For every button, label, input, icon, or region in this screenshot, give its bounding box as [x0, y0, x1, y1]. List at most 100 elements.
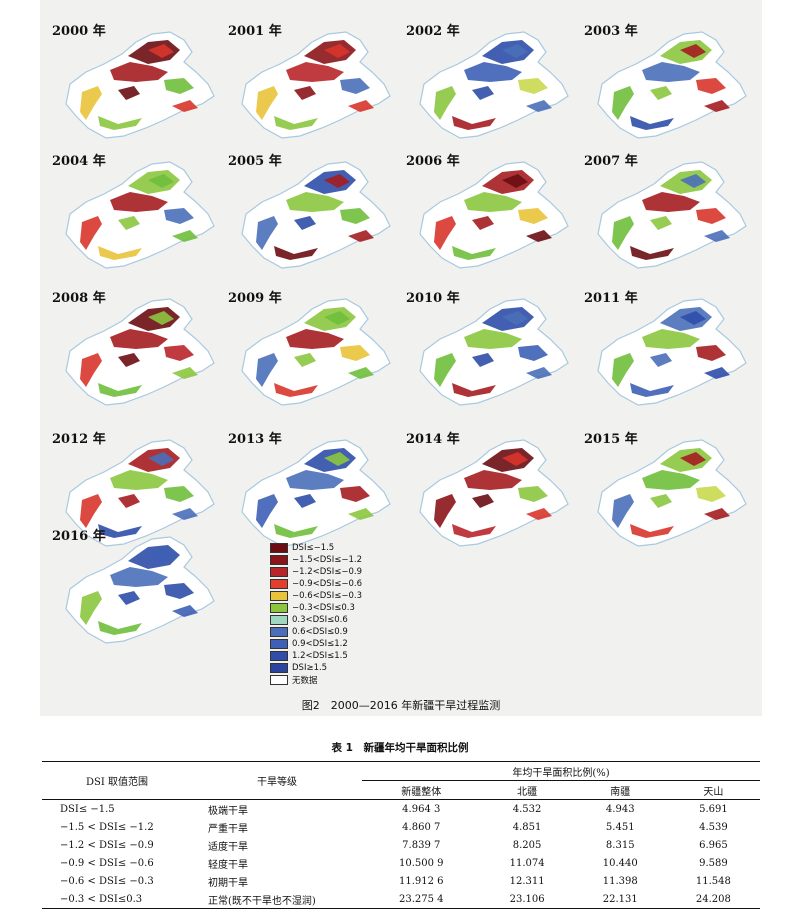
drought-class-patch — [452, 383, 496, 397]
cell-area-ratio: 9.589 — [699, 857, 728, 869]
region-outline — [419, 31, 569, 139]
map-year-label: 2005 年 — [228, 154, 282, 169]
table-row: −1.2 < DSI≤ −0.9 适度干旱 7.839 7 8.205 8.315 6.9… — [42, 836, 760, 854]
cell-dsi-range: −0.6 < DSI≤ −0.3 — [60, 875, 154, 887]
drought-class-patch — [164, 345, 194, 361]
legend-label: 0.6<DSI≤0.9 — [292, 626, 348, 637]
drought-class-patch — [348, 230, 374, 242]
drought-class-patch — [650, 86, 672, 100]
drought-class-patch — [98, 116, 142, 130]
drought-class-patch — [630, 116, 674, 130]
map-panel: 2013 年 — [228, 428, 408, 558]
legend-item: −1.2<DSI≤−0.9 — [270, 566, 430, 578]
drought-class-patch — [98, 621, 142, 635]
drought-class-patch — [526, 230, 552, 242]
region-outline — [241, 31, 391, 139]
region-outline — [65, 298, 215, 406]
legend-label: DSI≥1.5 — [292, 662, 328, 673]
col-header-range: DSI 取值范围 — [42, 761, 192, 800]
map-panel: 2015 年 — [584, 428, 764, 558]
drought-class-patch — [630, 246, 674, 260]
region-outline — [241, 161, 391, 269]
map-panel: 2003 年 — [584, 20, 764, 150]
map-year-label: 2009 年 — [228, 291, 282, 306]
drought-class-patch — [98, 246, 142, 260]
table-row: −0.9 < DSI≤ −0.6 轻度干旱 10.500 9 11.074 10.440… — [42, 854, 760, 872]
drought-class-patch — [642, 192, 700, 212]
drought-area-table: DSI 取值范围 干旱等级 年均干旱面积比例(%) 新疆整体 北疆 南疆 天山 … — [42, 761, 760, 909]
drought-class-patch — [612, 86, 634, 120]
region-outline — [597, 31, 747, 139]
cell-drought-grade: 极端干旱 — [208, 805, 248, 817]
xinjiang-drought-map — [65, 536, 215, 644]
drought-class-patch — [164, 486, 194, 502]
drought-class-patch — [704, 367, 730, 379]
cell-area-ratio: 4.964 3 — [402, 803, 441, 815]
drought-class-patch — [680, 44, 706, 58]
region-outline — [419, 439, 569, 547]
drought-class-patch — [148, 174, 174, 188]
map-panel: 2009 年 — [228, 287, 408, 417]
drought-class-patch — [286, 470, 344, 490]
map-year-label: 2001 年 — [228, 24, 282, 39]
drought-class-patch — [164, 78, 194, 94]
legend-swatch — [270, 638, 288, 649]
drought-class-patch — [704, 508, 730, 520]
map-year-label: 2016 年 — [52, 529, 106, 544]
xinjiang-drought-map — [65, 31, 215, 139]
map-panel: 2000 年 — [52, 20, 232, 150]
drought-class-patch — [256, 494, 278, 528]
drought-class-patch — [526, 508, 552, 520]
drought-class-patch — [630, 383, 674, 397]
drought-class-patch — [286, 62, 344, 82]
xinjiang-drought-map — [419, 298, 569, 406]
legend-item: 0.3<DSI≤0.6 — [270, 614, 430, 626]
map-panel: 2012 年 — [52, 428, 232, 558]
drought-class-patch — [294, 216, 316, 230]
drought-class-patch — [164, 208, 194, 224]
map-panel: 2006 年 — [406, 150, 586, 280]
xinjiang-drought-map — [241, 298, 391, 406]
drought-class-patch — [348, 508, 374, 520]
cell-area-ratio: 22.131 — [573, 890, 667, 909]
cell-area-ratio: 6.965 — [699, 839, 728, 851]
xinjiang-drought-map — [65, 439, 215, 547]
legend-swatch — [270, 614, 288, 625]
table-row: DSI≤ −1.5 极端干旱 4.964 3 4.532 4.943 5.691 — [42, 800, 760, 819]
map-year-label: 2014 年 — [406, 432, 460, 447]
region-outline — [597, 439, 747, 547]
cell-area-ratio: 24.208 — [666, 890, 760, 909]
legend-item: 无数据 — [270, 674, 430, 686]
drought-class-patch — [452, 246, 496, 260]
drought-class-patch — [464, 470, 522, 490]
drought-class-patch — [704, 100, 730, 112]
xinjiang-drought-map — [241, 439, 391, 547]
drought-class-patch — [680, 452, 706, 466]
drought-class-patch — [148, 44, 174, 58]
drought-class-patch — [340, 345, 370, 361]
legend-swatch — [270, 674, 288, 685]
cell-area-ratio: 23.275 4 — [362, 890, 481, 909]
region-outline — [241, 439, 391, 547]
col-header-north: 北疆 — [480, 780, 574, 800]
cell-dsi-range: −0.3 < DSI≤0.3 — [42, 890, 192, 909]
map-year-label: 2003 年 — [584, 24, 638, 39]
legend-swatch — [270, 590, 288, 601]
legend-item: 1.2<DSI≤1.5 — [270, 650, 430, 662]
region-outline — [419, 161, 569, 269]
region-outline — [65, 31, 215, 139]
drought-class-patch — [118, 216, 140, 230]
map-panel: 2014 年 — [406, 428, 586, 558]
cell-area-ratio: 5.691 — [699, 803, 728, 815]
drought-class-patch — [172, 230, 198, 242]
legend-swatch — [270, 542, 288, 553]
map-year-label: 2013 年 — [228, 432, 282, 447]
drought-class-patch — [472, 494, 494, 508]
xinjiang-drought-map — [419, 31, 569, 139]
xinjiang-drought-map — [597, 31, 747, 139]
drought-class-patch — [704, 230, 730, 242]
legend: DSI≤−1.5 −1.5<DSI≤−1.2 −1.2<DSI≤−0.9 −0.9<D… — [270, 542, 430, 686]
drought-class-patch — [434, 353, 456, 387]
drought-class-patch — [464, 62, 522, 82]
col-header-group: 年均干旱面积比例(%) — [362, 761, 760, 781]
